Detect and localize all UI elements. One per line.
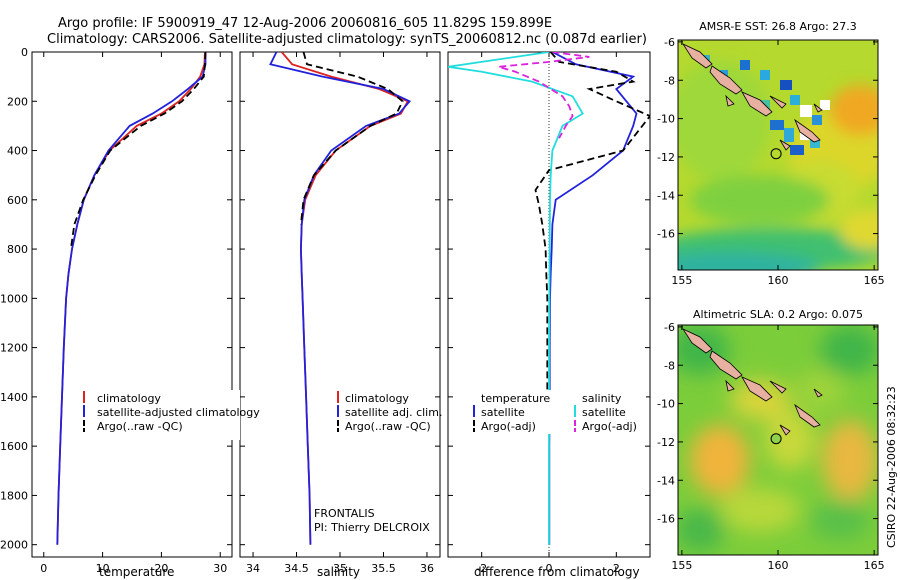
map-x-tick-label: 165 xyxy=(864,274,885,287)
temperature-xlabel: temperature xyxy=(99,565,174,579)
sst-map-title: AMSR-E SST: 26.8 Argo: 27.3 xyxy=(699,20,857,33)
legend-label-climatology: climatology xyxy=(97,392,161,405)
island-outlines xyxy=(681,328,823,436)
map-y-tick-label: -16 xyxy=(657,228,675,241)
legend-label-sal-satellite: satellite xyxy=(582,406,626,419)
legend-label-argo: Argo(..raw -QC) xyxy=(345,420,431,433)
x-tick-label: 30 xyxy=(213,562,227,575)
map-y-tick-label: -8 xyxy=(664,74,675,87)
map-y-tick-label: -6 xyxy=(664,36,675,49)
island-outlines xyxy=(681,43,823,151)
series-group xyxy=(56,52,207,545)
salinity-frame xyxy=(239,51,441,558)
y-tick-label: 800 xyxy=(7,243,28,256)
difference-xlabel: difference from climatology xyxy=(474,565,640,579)
series-line-sal_argo xyxy=(498,52,590,139)
sst-map: AMSR-E SST: 26.8 Argo: 27.3 xyxy=(657,20,885,287)
sst-field xyxy=(678,40,878,270)
map-x-tick-label: 165 xyxy=(864,559,885,572)
map-y-tick-label: -14 xyxy=(657,474,675,487)
sla-map: Altimetric SLA: 0.2 Argo: 0.075 xyxy=(657,308,885,572)
y-tick-label: 200 xyxy=(7,95,28,108)
y-tick-label: 2000 xyxy=(0,539,28,552)
series-line-argo xyxy=(69,52,207,250)
map-y-tick-label: -10 xyxy=(657,398,675,411)
y-tick-label: 1600 xyxy=(0,440,28,453)
sst-argo-marker xyxy=(770,148,782,160)
x-tick-label: 0 xyxy=(40,562,47,575)
y-tick-label: 1200 xyxy=(0,342,28,355)
legend-header-temperature: temperature xyxy=(481,392,550,405)
map-y-tick-label: -6 xyxy=(664,321,675,334)
x-tick-label: 36 xyxy=(420,562,434,575)
x-tick-label: 10 xyxy=(96,562,110,575)
x-tick-label: 2 xyxy=(613,562,620,575)
salinity-panel: 34 34.5 35 35.5 36 salinity FRONTALIS PI: Th… xyxy=(239,51,441,579)
x-tick-label: 34.5 xyxy=(284,562,309,575)
legend-label-sal-argo: Argo(-adj) xyxy=(582,420,637,433)
map-x-tick-label: 160 xyxy=(768,559,789,572)
x-tick-label: 20 xyxy=(154,562,168,575)
map-y-tick-label: -12 xyxy=(657,151,675,164)
temperature-marks: 0 10 20 30 0 200 400 600 800 1000 1200 1400 1600 1800… xyxy=(0,46,232,575)
difference-legend-bg xyxy=(470,390,646,434)
map-x-tick-label: 160 xyxy=(768,274,789,287)
temperature-frame xyxy=(31,51,233,558)
sla-map-title: Altimetric SLA: 0.2 Argo: 0.075 xyxy=(693,308,863,321)
legend-label-temp-argo: Argo(-adj) xyxy=(481,420,536,433)
sst-map-ticks: 155 160 165 -6 -8 -10 -12 -14 -16 xyxy=(657,36,885,287)
csiro-timestamp: CSIRO 22-Aug-2006 08:32:23 xyxy=(885,386,898,548)
map-y-tick-label: -16 xyxy=(657,513,675,526)
map-y-tick-label: -8 xyxy=(664,359,675,372)
y-tick-label: 1000 xyxy=(0,292,28,305)
legend-label-satellite: satellite-adjusted climatology xyxy=(97,406,260,419)
series-line-argo xyxy=(300,52,404,225)
series-group xyxy=(269,52,412,545)
x-tick-label: 35 xyxy=(333,562,347,575)
sla-map-ticks: 155 160 165 -6 -8 -10 -12 -14 -16 xyxy=(657,321,885,572)
legend-label-climatology: climatology xyxy=(345,392,409,405)
y-tick-label: 400 xyxy=(7,145,28,158)
y-tick-label: 1400 xyxy=(0,391,28,404)
y-tick-label: 1800 xyxy=(0,489,28,502)
temperature-legend-bg xyxy=(80,390,240,440)
x-tick-label: 35.5 xyxy=(371,562,396,575)
x-tick-label: -2 xyxy=(476,562,487,575)
temperature-legend: climatology satellite-adjusted climatolo… xyxy=(80,390,260,440)
map-y-tick-label: -12 xyxy=(657,436,675,449)
header-title: Argo profile: IF 5900919_47 12-Aug-2006 … xyxy=(58,16,552,31)
series-line-satellite xyxy=(269,52,412,545)
frontalis-label: FRONTALIS xyxy=(314,507,375,520)
x-tick-label: 0 xyxy=(546,562,553,575)
map-x-tick-label: 155 xyxy=(671,274,692,287)
map-x-tick-label: 155 xyxy=(671,559,692,572)
salinity-xlabel: salinity xyxy=(317,565,360,579)
map-y-tick-label: -14 xyxy=(657,189,675,202)
difference-legend: temperature salinity satellite Argo(-adj… xyxy=(470,390,646,434)
legend-label-temp-satellite: satellite xyxy=(481,406,525,419)
legend-label-argo: Argo(..raw -QC) xyxy=(97,420,183,433)
difference-panel: -2 0 2 difference from climatology xyxy=(447,51,651,579)
map-y-tick-label: -10 xyxy=(657,113,675,126)
y-tick-label: 600 xyxy=(7,194,28,207)
legend-label-satellite: satellite adj. clim. xyxy=(345,406,442,419)
sla-argo-marker xyxy=(770,433,782,445)
temperature-panel: 0 10 20 30 0 200 400 600 800 1000 1200 1400 1600 1800… xyxy=(0,46,233,579)
salinity-legend: climatology satellite adj. clim. Argo(..… xyxy=(337,391,442,433)
legend-header-salinity: salinity xyxy=(582,392,622,405)
series-line-argo xyxy=(534,52,650,397)
pi-label: PI: Thierry DELCROIX xyxy=(314,521,430,534)
header-subtitle: Climatology: CARS2006. Satellite-adjuste… xyxy=(47,32,647,47)
x-tick-label: 34 xyxy=(246,562,260,575)
y-tick-label: 0 xyxy=(21,46,28,59)
salinity-marks: 34 34.5 35 35.5 36 xyxy=(240,51,440,575)
